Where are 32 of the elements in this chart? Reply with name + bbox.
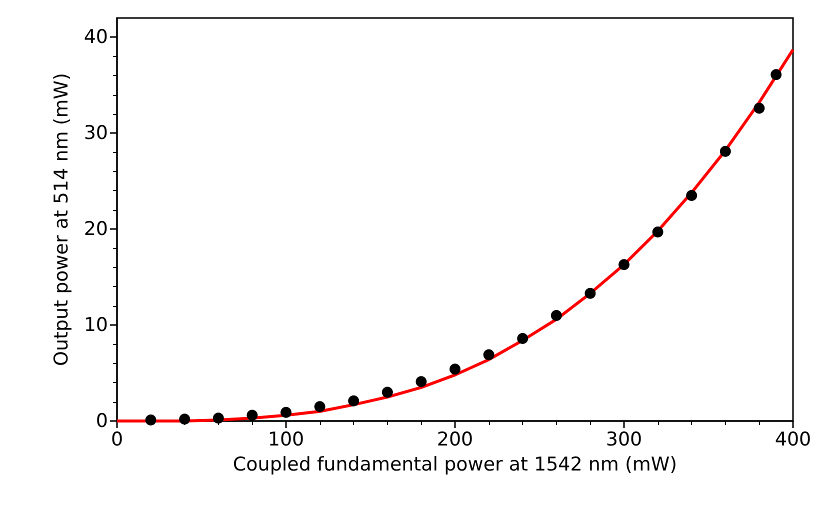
point (517, 332, 528, 344)
point (280, 406, 292, 418)
x-tick-label: 200 (436, 428, 474, 450)
x-tick-label: 300 (606, 428, 642, 450)
point (550, 310, 562, 321)
point (382, 386, 393, 398)
y-tick-label: 10 (84, 314, 108, 336)
point (584, 288, 596, 299)
y-tick-label: 40 (84, 26, 108, 48)
point (212, 412, 224, 424)
y-tick-label: 30 (84, 122, 108, 144)
y-tick-label: 20 (84, 218, 108, 240)
point (246, 410, 258, 421)
point (686, 190, 698, 202)
x-tick-label: 100 (268, 428, 304, 450)
point (720, 146, 731, 157)
point (770, 69, 782, 80)
point (416, 376, 427, 388)
point (450, 364, 460, 375)
point (483, 349, 494, 360)
x-tick-label: 400 (774, 428, 812, 450)
point (348, 395, 360, 406)
y-axis-title: Output power at 514 nm (mW) (50, 73, 72, 366)
x-axis-title: Coupled fundamental power at 1542 nm (mW) (232, 454, 678, 476)
point (179, 414, 190, 425)
point (754, 102, 765, 114)
x-tick-label: 0 (110, 428, 124, 450)
point (314, 401, 326, 412)
y-tick-label: 0 (96, 410, 108, 432)
point (145, 414, 156, 426)
point (618, 259, 630, 270)
point (652, 226, 664, 238)
